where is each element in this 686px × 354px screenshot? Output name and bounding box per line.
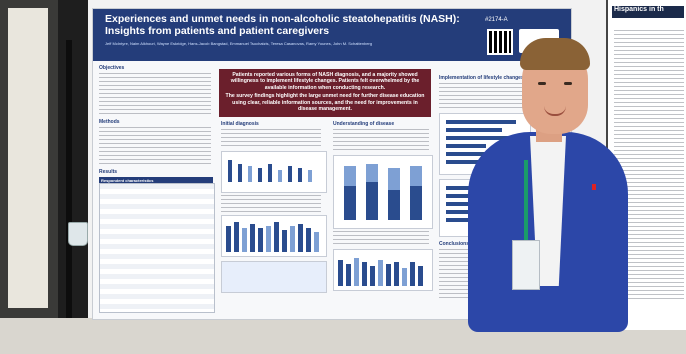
infographic-box xyxy=(221,261,327,293)
qr-code-icon xyxy=(487,29,513,55)
callout-text-1: Patients reported various forms of NASH … xyxy=(230,72,420,91)
heading-methods: Methods xyxy=(99,119,120,125)
right-poster-heading: Hispanics in th xyxy=(614,6,664,13)
poster-authors: Jeff McIntyre, Naim Alkhouri, Wayne Eskr… xyxy=(105,41,373,46)
poster-header: Experiences and unmet needs in non-alcoh… xyxy=(93,9,571,61)
poster-title: Experiences and unmet needs in non-alcoh… xyxy=(105,13,460,37)
heading-results: Results xyxy=(99,169,118,175)
lapel-pin xyxy=(592,184,596,190)
heading-conclusions: Conclusions xyxy=(439,241,470,247)
person-smile xyxy=(544,106,566,116)
heading-respondent: Respondent characteristics xyxy=(101,178,154,183)
heading-lifestyle: Implementation of lifestyle changes xyxy=(439,75,524,81)
heading-understanding: Understanding of disease xyxy=(333,121,395,127)
key-findings-callout: Patients reported various forms of NASH … xyxy=(219,69,431,117)
cup xyxy=(68,222,88,246)
heading-initial-diagnosis: Initial diagnosis xyxy=(221,121,259,127)
person-hair xyxy=(520,38,590,70)
adjacent-poster xyxy=(8,8,48,308)
understanding-chart xyxy=(333,155,433,229)
lifestyle-chart xyxy=(221,215,327,257)
lanyard xyxy=(524,160,528,272)
table-header xyxy=(99,177,213,184)
diagnosis-chart xyxy=(221,151,327,193)
stand-pole xyxy=(66,40,72,330)
callout-text-2: The survey findings highlight the large … xyxy=(225,93,425,113)
heading-objectives: Objectives xyxy=(99,65,125,71)
person-eye-right xyxy=(564,82,572,85)
right-poster: Hispanics in th xyxy=(606,0,686,330)
information-chart xyxy=(333,249,433,291)
name-badge xyxy=(512,240,540,290)
respondent-table xyxy=(99,183,215,313)
board-frame xyxy=(58,0,88,354)
poster-id: #2174-A xyxy=(485,17,508,23)
person-eye-left xyxy=(538,82,546,85)
adjacent-poster-board xyxy=(0,0,58,330)
